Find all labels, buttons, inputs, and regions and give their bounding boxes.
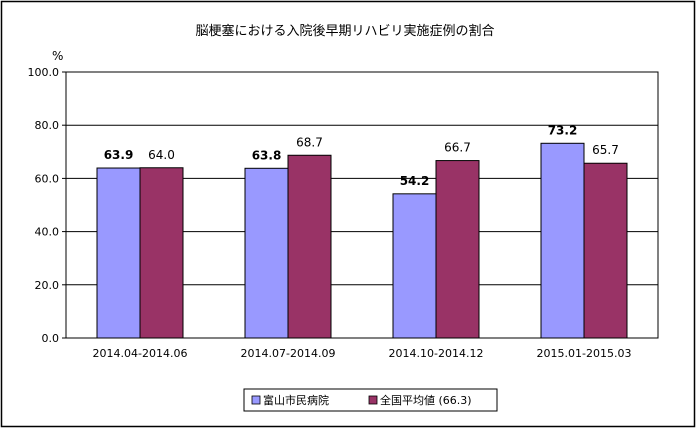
bar-hospital [540, 142, 585, 339]
data-label: 63.9 [104, 148, 134, 162]
y-tick-label: 80.0 [35, 119, 60, 132]
data-label: 73.2 [548, 123, 578, 137]
legend-swatch-national-average [368, 395, 378, 405]
x-tick-label: 2015.01-2015.03 [537, 347, 632, 360]
y-tick-label: 20.0 [35, 279, 60, 292]
bar-hospital [244, 167, 289, 339]
data-label: 68.7 [296, 135, 323, 149]
y-axis-unit-label: % [52, 49, 63, 63]
y-tick-label: 40.0 [35, 226, 60, 239]
x-axis-tick-labels: 2014.04-2014.06 2014.07-2014.09 2014.10-20… [93, 347, 632, 360]
x-tick-label: 2014.04-2014.06 [93, 347, 188, 360]
chart-title: 脳梗塞における入院後早期リハビリ実施症例の割合 [195, 23, 494, 39]
legend-label-hospital: 富山市民病院 [263, 393, 329, 407]
bar-national-average [435, 160, 480, 339]
legend-swatch-hospital [251, 395, 261, 405]
legend: 富山市民病院 全国平均値 (66.3) [243, 388, 498, 412]
data-label: 54.2 [400, 174, 430, 188]
y-axis-tick-labels: 0.0 20.0 40.0 60.0 80.0 100.0 [28, 66, 60, 345]
bars [96, 142, 628, 339]
data-label: 65.7 [592, 143, 619, 157]
bar-hospital [96, 167, 141, 339]
bar-hospital [392, 193, 437, 339]
x-tick-label: 2014.07-2014.09 [241, 347, 336, 360]
data-label: 66.7 [444, 141, 471, 155]
data-labels: 63.9 64.0 63.8 68.7 54.2 66.7 73.2 65.7 [104, 123, 619, 188]
y-tick-label: 0.0 [42, 332, 60, 345]
y-tick-label: 60.0 [35, 172, 60, 185]
bar-national-average [583, 162, 628, 339]
y-tick-label: 100.0 [28, 66, 60, 79]
legend-label-national-average: 全国平均値 (66.3) [380, 393, 472, 407]
data-label: 64.0 [148, 148, 175, 162]
x-tick-label: 2014.10-2014.12 [389, 347, 484, 360]
bar-national-average [287, 154, 332, 339]
data-label: 63.8 [252, 148, 282, 162]
plot-area [65, 71, 659, 339]
bar-national-average [139, 167, 184, 339]
